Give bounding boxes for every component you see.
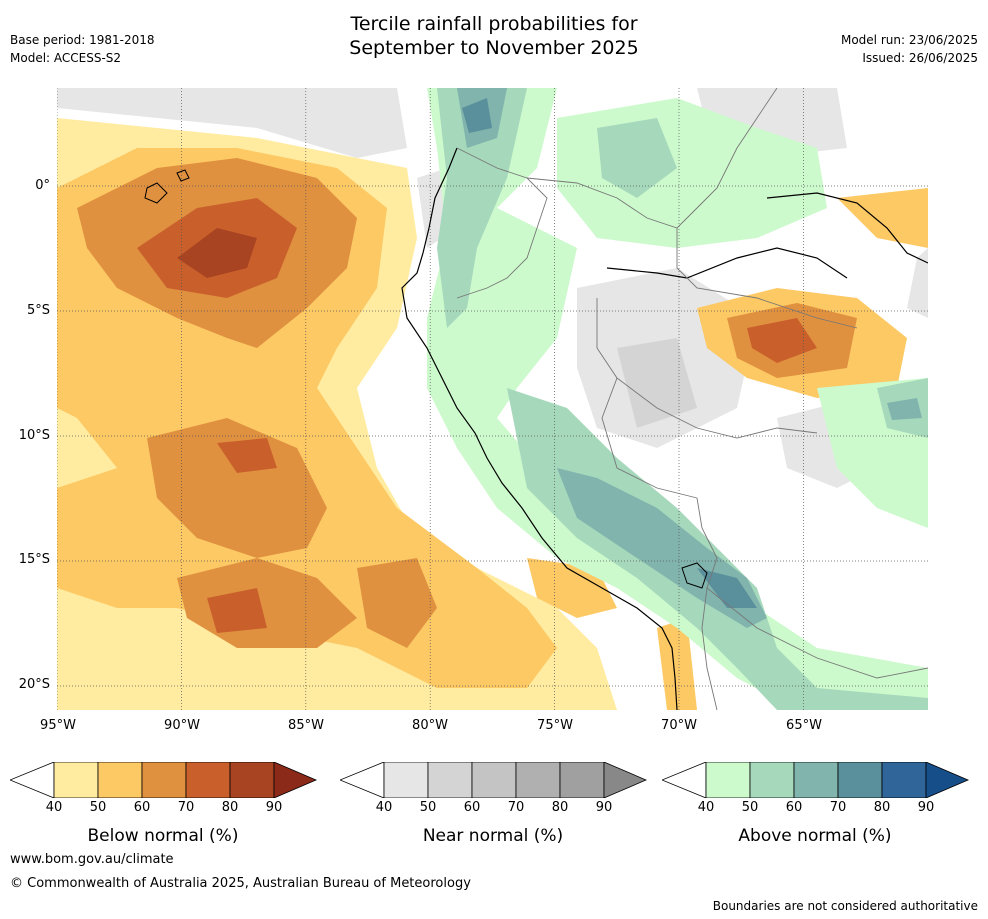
cb-below-title: Below normal (%) (87, 826, 239, 846)
boundary-disclaimer: Boundaries are not considered authoritat… (712, 899, 978, 913)
swatch-above-80 (837, 762, 883, 798)
swatch-below-50 (53, 762, 99, 798)
cb-near-tick-50: 50 (419, 800, 437, 815)
rainfall-map (57, 88, 928, 710)
lon-tick-75w: 75°W (537, 718, 573, 733)
swatch-above-50 (705, 762, 751, 798)
cb-above-tick-80: 80 (873, 800, 891, 815)
cb-below-tick-50: 50 (89, 800, 107, 815)
lon-tick-80w: 80°W (412, 718, 448, 733)
lat-tick-5s: 5°S (26, 303, 50, 318)
lat-tick-20s: 20°S (18, 677, 50, 692)
cb-above-tick-40: 40 (697, 800, 715, 815)
model-run-label: Model run: 23/06/2025 (840, 33, 978, 47)
lat-tick-15s: 15°S (18, 552, 50, 567)
swatch-above-extend (925, 762, 970, 798)
base-period-label: Base period: 1981-2018 (10, 33, 155, 47)
cb-near-tick-60: 60 (463, 800, 481, 815)
cb-below-tick-90: 90 (265, 800, 283, 815)
cb-near-tick-80: 80 (551, 800, 569, 815)
cb-near-tick-90: 90 (595, 800, 613, 815)
cb-above-title: Above normal (%) (738, 826, 892, 846)
colorbar-near-normal (340, 762, 648, 798)
swatch-near-80 (515, 762, 561, 798)
swatch-below-90 (229, 762, 275, 798)
colorbar-below-normal (10, 762, 318, 798)
gridlines (57, 88, 928, 710)
lon-tick-65w: 65°W (786, 718, 822, 733)
swatch-below-extend (273, 762, 318, 798)
lon-tick-85w: 85°W (288, 718, 324, 733)
cb-above-tick-70: 70 (829, 800, 847, 815)
cb-below-tick-70: 70 (177, 800, 195, 815)
source-url: www.bom.gov.au/climate (10, 852, 174, 867)
country-borders (456, 88, 928, 710)
title-line-1: Tercile rainfall probabilities for (350, 13, 638, 35)
copyright-notice: © Commonwealth of Australia 2025, Austra… (10, 876, 471, 891)
cb-below-tick-40: 40 (45, 800, 63, 815)
cb-below-tick-60: 60 (133, 800, 151, 815)
colorbar-above-normal (662, 762, 970, 798)
swatch-above-90 (881, 762, 927, 798)
cb-near-tick-40: 40 (375, 800, 393, 815)
below-normal-regions (57, 118, 928, 710)
above-normal-regions (427, 88, 928, 710)
swatch-near-extend (603, 762, 648, 798)
cb-near-tick-70: 70 (507, 800, 525, 815)
cb-above-tick-90: 90 (917, 800, 935, 815)
lat-tick-10s: 10°S (18, 428, 50, 443)
swatch-above-70 (793, 762, 839, 798)
swatch-near-90 (559, 762, 605, 798)
lon-tick-95w: 95°W (40, 718, 76, 733)
issued-label: Issued: 26/06/2025 (862, 51, 978, 65)
title-line-2: September to November 2025 (349, 37, 639, 59)
cb-near-title: Near normal (%) (422, 826, 564, 846)
cb-above-tick-60: 60 (785, 800, 803, 815)
swatch-above-60 (749, 762, 795, 798)
swatch-below-60 (97, 762, 143, 798)
lon-tick-90w: 90°W (164, 718, 200, 733)
model-label: Model: ACCESS-S2 (10, 51, 122, 65)
swatch-near-60 (427, 762, 473, 798)
cb-below-tick-80: 80 (221, 800, 239, 815)
cb-above-tick-50: 50 (741, 800, 759, 815)
lat-tick-0: 0° (35, 178, 50, 193)
swatch-below-80 (185, 762, 231, 798)
map-title: Tercile rainfall probabilities for Septe… (0, 12, 988, 60)
swatch-below-70 (141, 762, 187, 798)
swatch-near-70 (471, 762, 517, 798)
coastline (144, 147, 928, 710)
lon-tick-70w: 70°W (661, 718, 697, 733)
swatch-near-50 (383, 762, 429, 798)
